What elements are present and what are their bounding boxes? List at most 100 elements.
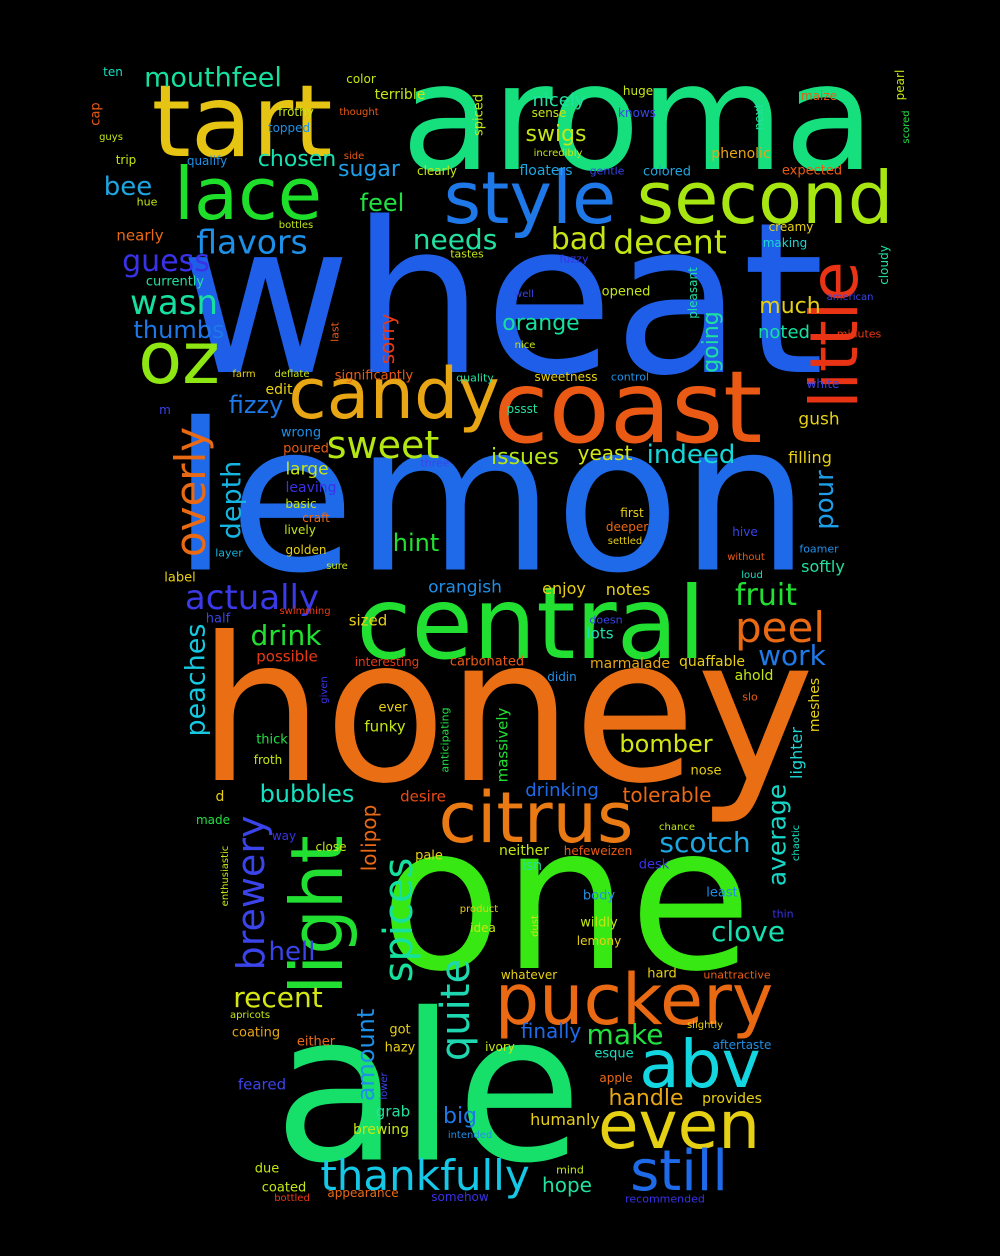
word-actually: actually	[184, 578, 320, 618]
word-gush: gush	[798, 409, 840, 430]
word-chaotic: chaotic	[791, 824, 802, 862]
word-next: next	[752, 103, 766, 131]
word-thumbs: thumbs	[133, 316, 225, 344]
word-isn: isn	[521, 858, 543, 874]
word-possible: possible	[256, 647, 318, 666]
word-edit: edit	[265, 382, 293, 398]
word-creamy: creamy	[768, 220, 814, 234]
word-enthusiastic: enthusiastic	[220, 845, 231, 907]
word-frothy: frothy	[278, 105, 314, 119]
word-doesn: doesn	[589, 613, 623, 627]
word-bottled: bottled	[274, 1193, 310, 1204]
word-thin: thin	[772, 907, 794, 921]
word-floaters: floaters	[519, 163, 573, 179]
word-citrus: citrus	[438, 777, 634, 859]
word-quality: quality	[456, 371, 494, 385]
word-currently: currently	[145, 274, 205, 290]
word-peel: peel	[734, 603, 826, 652]
word-orangish: orangish	[428, 577, 502, 598]
word-thankfully: thankfully	[320, 1151, 530, 1200]
word-pour: pour	[810, 470, 840, 530]
word-funky: funky	[364, 717, 406, 736]
word-carbonated: carbonated	[449, 654, 525, 670]
word-least: least	[706, 885, 738, 901]
word-unattractive: unattractive	[703, 968, 771, 982]
word-neither: neither	[498, 843, 550, 859]
word-guys: guys	[99, 132, 123, 143]
word-enjoy: enjoy	[542, 579, 586, 598]
word-softly: softly	[801, 557, 845, 576]
word-marmalade: marmalade	[590, 656, 670, 672]
word-foamer: foamer	[799, 542, 839, 556]
word-color: color	[346, 72, 376, 86]
word-interesting: interesting	[354, 655, 420, 669]
word-sorry: sorry	[375, 313, 399, 365]
word-way: way	[271, 829, 297, 843]
word-candy: candy	[288, 353, 500, 435]
word-puckery: puckery	[494, 959, 774, 1041]
word-provides: provides	[702, 1091, 762, 1107]
word-much: much	[759, 294, 821, 319]
word-hue: hue	[136, 195, 158, 209]
word-sweet: sweet	[326, 423, 440, 467]
word-white: white	[806, 377, 840, 391]
word-issues: issues	[491, 445, 559, 470]
word-terrible: terrible	[374, 87, 426, 103]
word-maize: maize	[800, 89, 838, 103]
word-incredibly: incredibly	[533, 148, 583, 159]
word-opened: opened	[601, 284, 651, 300]
word-apricots: apricots	[229, 1010, 271, 1021]
word-esque: esque	[594, 1046, 634, 1062]
word-ever: ever	[378, 700, 408, 716]
word-leaving: leaving	[285, 480, 337, 496]
word-wrong: wrong	[280, 425, 322, 441]
word-body: body	[582, 888, 616, 904]
word-side: side	[343, 151, 365, 162]
word-pearl: pearl	[893, 69, 907, 101]
word-feel: feel	[359, 189, 405, 217]
word-fuzzy: fuzzy	[559, 252, 589, 266]
word-fruit: fruit	[734, 578, 798, 613]
word-without: without	[727, 552, 765, 563]
word-mind: mind	[556, 1163, 584, 1177]
word-meshes: meshes	[807, 677, 823, 733]
word-still: still	[630, 1139, 728, 1204]
word-central: central	[356, 565, 706, 682]
word-coated: coated	[261, 1180, 307, 1196]
word-lighter: lighter	[787, 727, 806, 779]
word-either: either	[296, 1034, 336, 1050]
word-quite: quite	[433, 958, 479, 1062]
word-overly: overly	[166, 426, 215, 558]
word-second: second	[636, 156, 894, 240]
word-colored: colored	[643, 164, 691, 180]
word-slo: slo	[742, 690, 758, 704]
word-m: m	[159, 403, 171, 417]
word-large: large	[285, 459, 329, 480]
word-given: given	[319, 676, 330, 704]
word-dust: dust	[530, 915, 541, 937]
word-making: making	[762, 236, 808, 250]
word-pale: pale	[415, 848, 443, 864]
word-minutes: minutes	[836, 327, 882, 341]
word-one: one	[379, 783, 753, 1016]
word-lemony: lemony	[576, 934, 622, 948]
word-clove: clove	[710, 915, 786, 948]
word-nearly: nearly	[116, 226, 164, 245]
word-scotch: scotch	[659, 826, 751, 859]
word-abv: abv	[639, 1026, 761, 1103]
word-hefeweizen: hefeweizen	[563, 844, 633, 858]
word-got: got	[389, 1022, 411, 1038]
word-wheat: wheat	[179, 177, 825, 422]
word-recent: recent	[233, 981, 323, 1014]
word-aroma: aroma	[401, 32, 875, 204]
word-pleasant: pleasant	[686, 267, 700, 319]
word-appearance: appearance	[327, 1186, 399, 1200]
word-honey: honey	[197, 595, 815, 828]
word-thought: thought	[339, 107, 379, 118]
word-drinking: drinking	[525, 780, 599, 801]
word-desire: desire	[400, 787, 446, 806]
word-expected: expected	[781, 163, 843, 179]
word-scored: scored	[901, 110, 912, 144]
word-last: last	[328, 322, 342, 342]
word-made: made	[195, 813, 231, 827]
